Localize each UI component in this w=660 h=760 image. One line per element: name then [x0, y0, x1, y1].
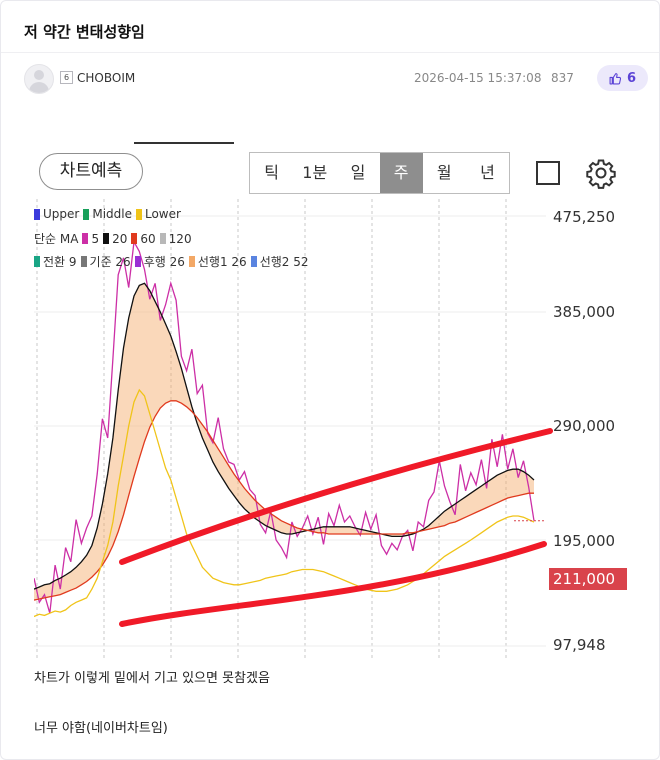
legend-swatch	[159, 233, 166, 244]
legend-label: 120	[168, 231, 192, 246]
legend-ma120: 120	[159, 231, 192, 246]
legend-label: 기준 26	[89, 255, 131, 269]
legend-upper: Upper	[34, 207, 79, 221]
legend-label: 60	[140, 231, 156, 246]
period-week[interactable]: 주	[379, 153, 423, 193]
legend-swatch	[82, 233, 89, 244]
legend-label: 후행 26	[143, 255, 185, 269]
legend-label: 전환 9	[43, 255, 77, 269]
legend-label: 20	[112, 231, 128, 246]
legend-label: Lower	[144, 207, 181, 221]
legend-lower: Lower	[135, 207, 181, 221]
avatar[interactable]	[24, 64, 54, 94]
ichimoku-cloud	[34, 283, 534, 601]
channel-upper-line	[119, 428, 553, 565]
legend-ichimoku: 전환 9 기준 26 후행 26 선행1 26 선행2 52	[34, 253, 313, 270]
chart-screenshot: 차트예측 틱 1분 일 주 월 년 Upper Middle Lower 단	[34, 142, 627, 658]
legend-swatch	[34, 256, 40, 267]
legend-leading2: 선행2 52	[250, 253, 309, 270]
period-selector: 틱 1분 일 주 월 년	[249, 152, 510, 194]
post-title: 저 약간 변태성향임	[24, 23, 145, 41]
period-1min[interactable]: 1분	[302, 163, 328, 182]
post-body-line: 너무 야함(네이버차트임)	[34, 721, 168, 736]
author-name[interactable]: CHOBOIM	[77, 71, 136, 85]
legend-swatch	[250, 256, 257, 267]
legend-ma20: 20	[103, 232, 127, 246]
legend-swatch	[34, 208, 40, 220]
channel-lower-line	[119, 541, 547, 627]
legend-label: 선행1 26	[197, 255, 247, 269]
legend-middle: Middle	[83, 207, 132, 221]
legend-bollinger: Upper Middle Lower	[34, 207, 185, 221]
user-level-badge: 6	[60, 71, 73, 84]
legend-conversion: 전환 9	[34, 253, 77, 270]
avatar-body-shape	[29, 82, 49, 93]
period-month[interactable]: 월	[436, 163, 452, 182]
view-count: 837	[551, 71, 574, 85]
y-tick-label: 97,948	[553, 636, 606, 654]
thumbs-up-icon	[609, 72, 622, 84]
legend-swatch	[80, 256, 87, 267]
like-count: 6	[626, 70, 637, 86]
legend-label: 선행2 52	[259, 255, 309, 269]
post-body-line: 차트가 이렇게 밑에서 기고 있으면 못참겠음	[34, 671, 270, 686]
legend-swatch	[131, 233, 138, 244]
y-tick-label: 475,250	[553, 208, 616, 226]
legend-swatch	[103, 233, 110, 244]
tab-underline	[134, 142, 234, 144]
current-price-tag: 211,000	[549, 568, 627, 590]
y-tick-label: 290,000	[553, 417, 616, 435]
legend-base: 기준 26	[80, 253, 131, 270]
period-tick[interactable]: 틱	[264, 163, 279, 182]
avatar-head-shape	[34, 70, 44, 80]
like-button[interactable]: 6	[597, 65, 648, 91]
legend-swatch	[135, 208, 142, 220]
legend-leading1: 선행1 26	[188, 253, 247, 270]
legend-ma60: 60	[131, 231, 156, 246]
legend-lagging: 후행 26	[134, 253, 185, 270]
legend-swatch	[188, 256, 195, 267]
period-year[interactable]: 년	[480, 163, 495, 182]
legend-ma: 단순 MA 5 20 60 120	[34, 230, 196, 247]
period-day[interactable]: 일	[350, 163, 366, 182]
price-chart	[34, 199, 553, 658]
legend-swatch	[134, 256, 141, 267]
chart-area[interactable]: Upper Middle Lower 단순 MA 5 20 60 120 전환 …	[34, 199, 627, 658]
series-line-60	[34, 400, 534, 601]
legend-ma-title: 단순 MA	[34, 232, 79, 246]
series-line-5	[34, 239, 535, 614]
chart-predict-button[interactable]: 차트예측	[39, 153, 143, 190]
series-line-20	[34, 282, 535, 590]
y-tick-label: 385,000	[553, 303, 616, 321]
series-line-Lower	[34, 388, 535, 618]
legend-label: Middle	[92, 207, 132, 221]
title-divider	[1, 52, 659, 53]
gear-icon[interactable]	[585, 157, 617, 189]
post-date: 2026-04-15 15:37:08	[414, 71, 542, 85]
y-tick-label: 195,000	[553, 532, 616, 550]
fullscreen-square-icon[interactable]	[536, 161, 560, 185]
legend-ma5: 5	[82, 232, 99, 246]
legend-swatch	[83, 208, 90, 220]
legend-label: Upper	[43, 207, 80, 221]
legend-label: 5	[91, 231, 100, 246]
